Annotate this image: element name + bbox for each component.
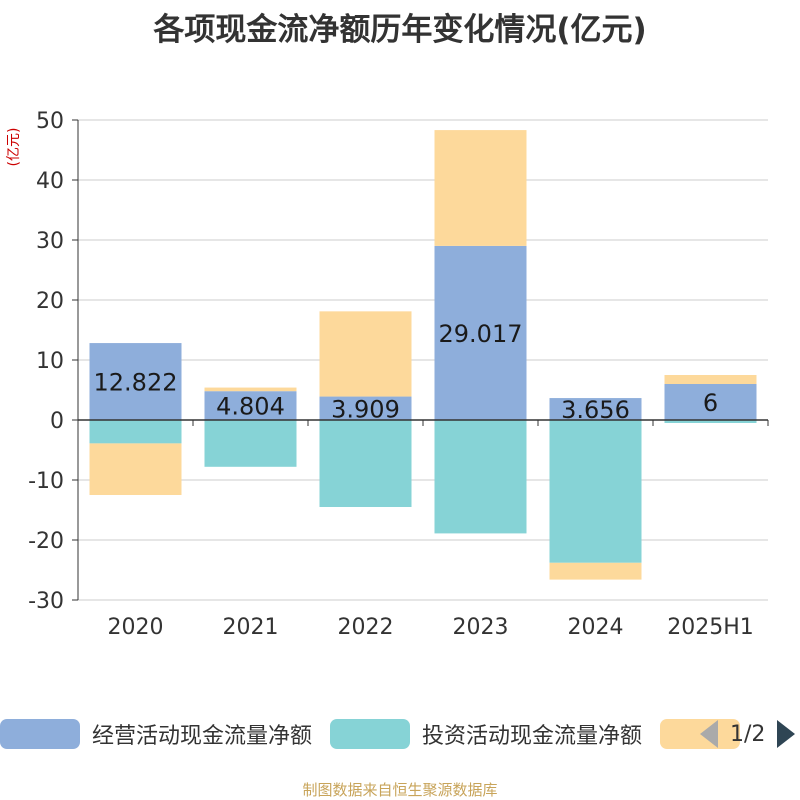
- legend-label-operating: 经营活动现金流量净额: [92, 724, 313, 749]
- bar-segment: [664, 384, 757, 420]
- y-tick-label: 40: [36, 169, 64, 194]
- legend-item-investing[interactable]: 投资活动现金流量净额: [330, 718, 642, 750]
- bar-segment: [204, 420, 297, 467]
- bar-segment: [89, 343, 182, 420]
- data-label: 6: [703, 389, 718, 417]
- bar-segment: [89, 420, 182, 444]
- x-tick-label: 2025H1: [667, 615, 754, 640]
- data-label: 3.656: [561, 396, 630, 424]
- y-axis-unit-label: (亿元): [6, 128, 22, 167]
- x-tick-label: 2020: [108, 615, 164, 640]
- y-tick-label: -10: [28, 469, 64, 494]
- x-tick-label: 2023: [453, 615, 509, 640]
- data-label: 3.909: [331, 395, 400, 423]
- data-source-note: 制图数据来自恒生聚源数据库: [302, 781, 498, 799]
- legend-swatch-investing: [330, 719, 411, 749]
- legend-swatch-operating: [0, 719, 80, 749]
- legend-label-investing: 投资活动现金流量净额: [422, 724, 643, 749]
- y-tick-label: -20: [28, 529, 64, 554]
- bar-segment: [664, 375, 757, 384]
- y-tick-label: 50: [36, 109, 64, 134]
- bar-segment: [434, 245, 527, 420]
- data-label: 4.804: [216, 393, 285, 421]
- y-tick-label: 20: [36, 289, 64, 314]
- bar-segment: [549, 420, 642, 563]
- data-label: 29.017: [439, 320, 523, 348]
- bar-segment: [319, 420, 412, 507]
- bar-segment: [434, 420, 527, 534]
- chart-area: (亿元) -30 -20 -10 0 10 20 30 40 50 2020 2021 2022 202…: [6, 109, 769, 640]
- bar-segment: [89, 443, 182, 495]
- legend-prev-icon[interactable]: [700, 720, 718, 748]
- bar-segment: [319, 396, 412, 420]
- legend-pager: 1/2: [700, 718, 796, 750]
- legend-next-icon[interactable]: [777, 720, 796, 748]
- bar-segment: [204, 387, 297, 392]
- x-tick-label: 2022: [338, 615, 394, 640]
- legend-item-operating[interactable]: 经营活动现金流量净额: [0, 718, 312, 750]
- y-tick-label: 10: [36, 349, 64, 374]
- bar-segment: [664, 420, 757, 423]
- data-label: 12.822: [94, 369, 178, 397]
- x-tick-label: 2021: [223, 615, 279, 640]
- x-tick-label: 2024: [568, 615, 624, 640]
- legend-page-number: 1/2: [730, 721, 766, 747]
- legend: 经营活动现金流量净额 投资活动现金流量净额: [0, 718, 770, 750]
- bar-segment: [204, 391, 297, 420]
- bar-segment: [319, 311, 412, 397]
- chart-title: 各项现金流净额历年变化情况(亿元): [153, 12, 647, 48]
- bar-segment: [549, 398, 642, 420]
- bar-segment: [549, 562, 642, 580]
- y-tick-label: 0: [50, 409, 64, 434]
- y-tick-label: -30: [28, 589, 64, 614]
- bar-segment: [434, 130, 527, 246]
- y-tick-label: 30: [36, 229, 64, 254]
